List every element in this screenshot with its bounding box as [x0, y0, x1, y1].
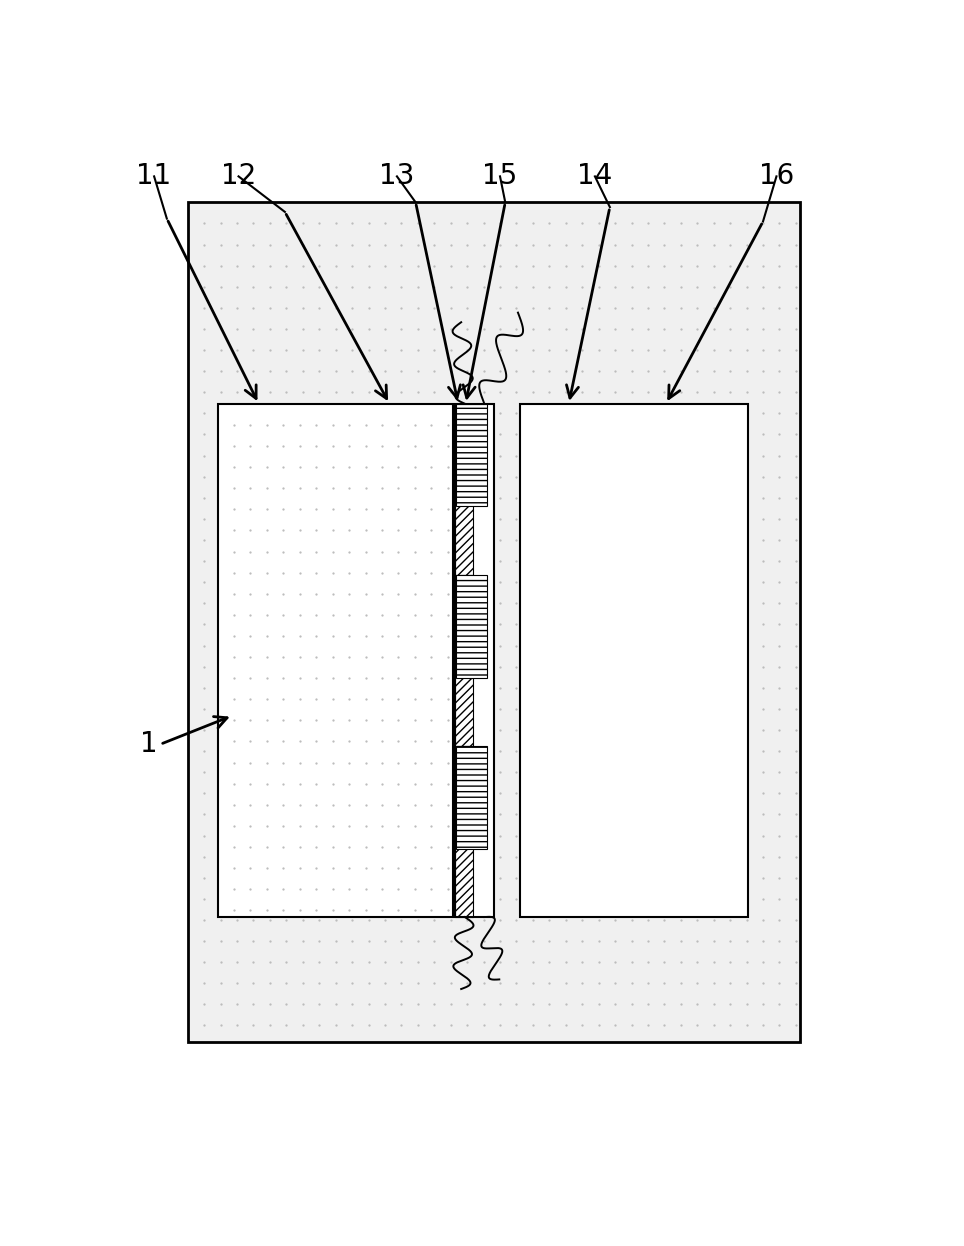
Text: 11: 11	[137, 162, 172, 191]
Bar	[218, 404, 453, 917]
Bar	[455, 404, 495, 917]
Text: 1: 1	[140, 730, 158, 759]
Text: 12: 12	[221, 162, 256, 191]
Bar	[521, 404, 748, 917]
Bar	[455, 746, 472, 917]
Text: 13: 13	[379, 162, 415, 191]
Bar	[455, 404, 472, 574]
Bar	[188, 202, 800, 1042]
Bar	[455, 574, 472, 746]
Bar	[456, 746, 487, 849]
Text: 14: 14	[577, 162, 612, 191]
Text: 16: 16	[759, 162, 794, 191]
Bar	[456, 574, 487, 678]
Text: 15: 15	[482, 162, 518, 191]
Bar	[455, 404, 495, 917]
Bar	[456, 404, 487, 506]
